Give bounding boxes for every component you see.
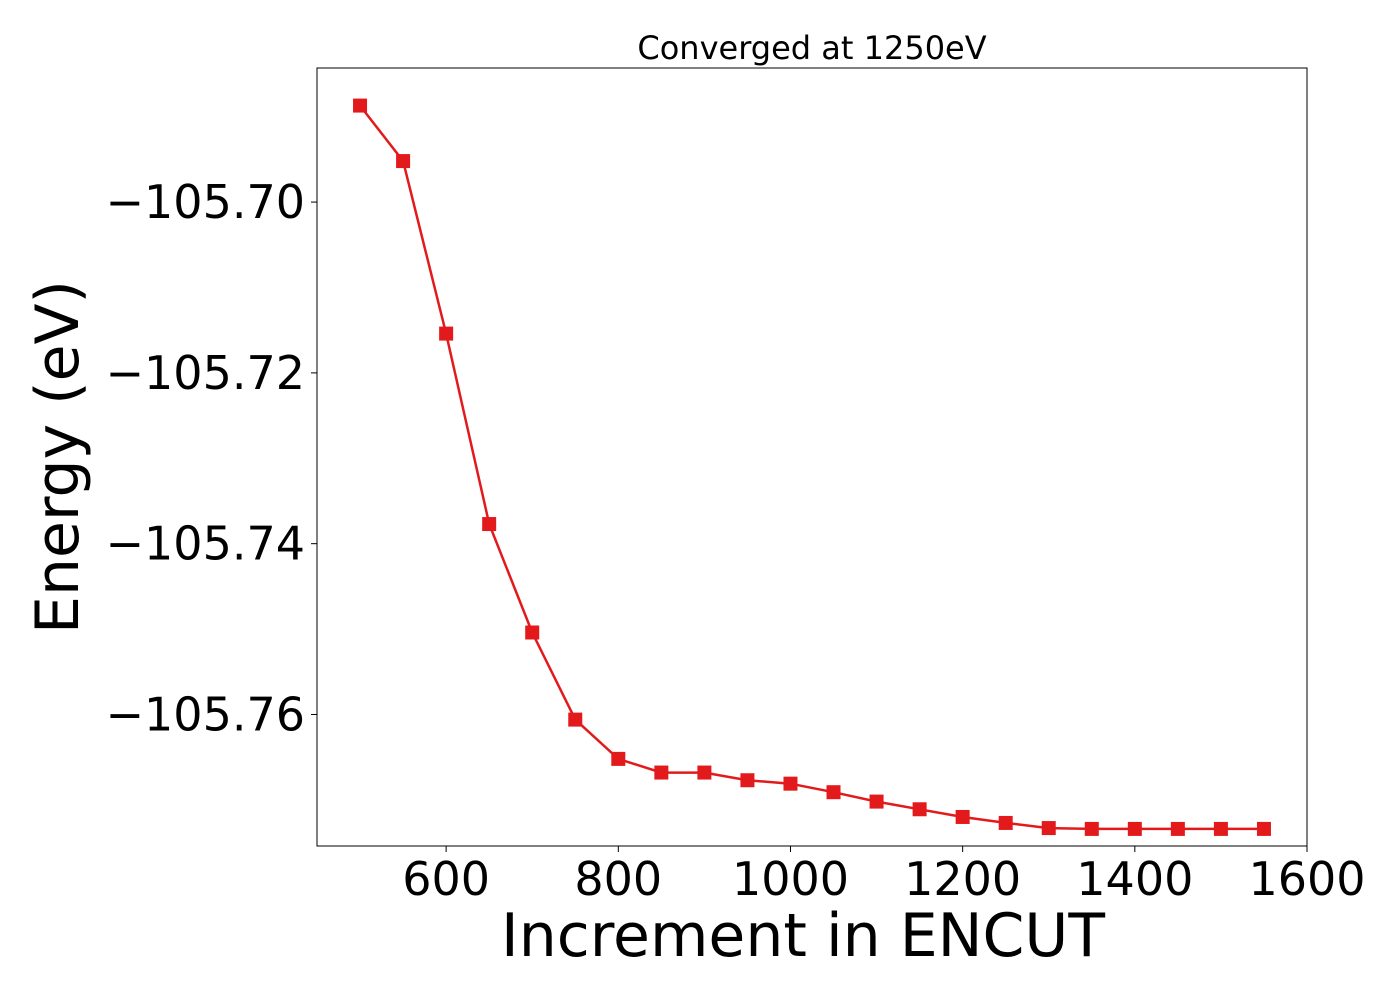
data-point-marker bbox=[783, 776, 798, 791]
y-tick-label: −105.72 bbox=[106, 346, 306, 400]
data-point-marker bbox=[1256, 821, 1271, 836]
data-point-marker bbox=[998, 815, 1013, 830]
x-tick-label: 600 bbox=[402, 852, 490, 906]
data-point-marker bbox=[611, 751, 626, 766]
data-point-marker bbox=[826, 785, 841, 800]
x-tick-label: 1600 bbox=[1248, 852, 1365, 906]
chart-title: Converged at 1250eV bbox=[637, 29, 986, 67]
y-axis-ticks: −105.70 −105.72 −105.74 −105.76 bbox=[106, 175, 317, 741]
x-axis-ticks: 600 800 1000 1200 1400 1600 bbox=[402, 846, 1366, 906]
data-point-marker bbox=[1084, 821, 1099, 836]
y-tick-label: −105.76 bbox=[106, 687, 306, 741]
series-line bbox=[359, 104, 1264, 831]
data-point-marker bbox=[1170, 821, 1185, 836]
x-tick-label: 800 bbox=[574, 852, 662, 906]
data-point-marker bbox=[1127, 821, 1142, 836]
data-point-marker bbox=[869, 794, 884, 809]
data-point-marker bbox=[525, 625, 540, 640]
x-tick-label: 1400 bbox=[1076, 852, 1193, 906]
data-point-marker bbox=[396, 154, 411, 169]
data-point-marker bbox=[568, 712, 583, 727]
data-point-marker bbox=[740, 773, 755, 788]
x-tick-label: 1000 bbox=[732, 852, 849, 906]
data-point-marker bbox=[654, 765, 669, 780]
x-axis-label: Increment in ENCUT bbox=[501, 901, 1105, 971]
plot-layer bbox=[353, 98, 1271, 836]
data-point-marker bbox=[697, 765, 712, 780]
data-point-marker bbox=[912, 802, 927, 817]
data-point-marker bbox=[482, 517, 497, 532]
x-tick-label: 1200 bbox=[904, 852, 1021, 906]
y-axis-label: Energy (eV) bbox=[23, 280, 93, 634]
data-point-marker bbox=[439, 326, 454, 341]
data-point-marker bbox=[955, 809, 970, 824]
y-tick-label: −105.70 bbox=[106, 175, 306, 229]
data-point-marker bbox=[353, 98, 368, 113]
y-tick-label: −105.74 bbox=[106, 517, 306, 571]
plot-frame bbox=[316, 67, 1308, 847]
data-point-marker bbox=[1213, 821, 1228, 836]
data-point-marker bbox=[1041, 821, 1056, 836]
